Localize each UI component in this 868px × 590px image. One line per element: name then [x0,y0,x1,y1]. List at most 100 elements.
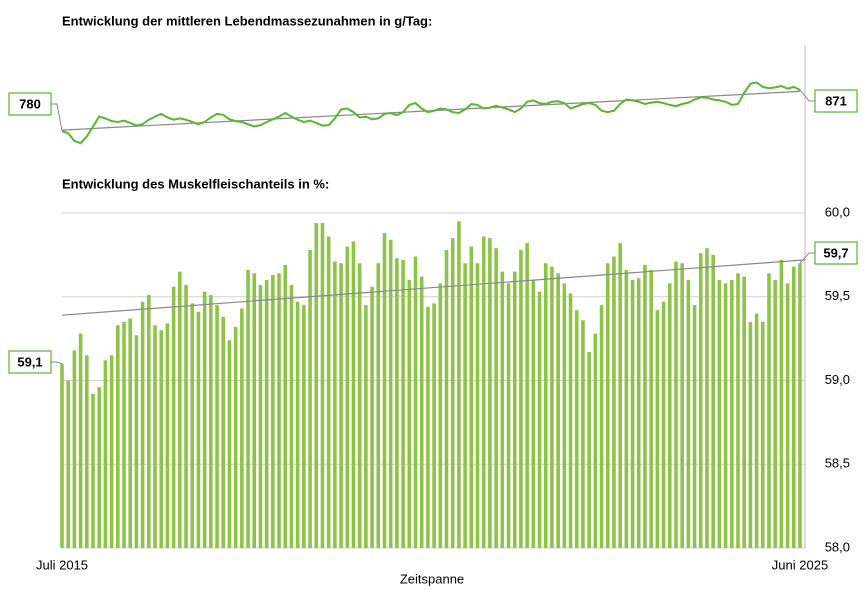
bar [165,323,170,548]
bar [85,355,89,548]
y-tick-label: 60,0 [825,204,850,219]
bar [258,285,263,548]
bar [388,239,393,549]
bar [209,295,213,548]
bar [636,278,641,548]
bar [364,305,368,548]
bar [339,263,343,548]
bar [66,380,71,548]
bar [314,223,319,549]
bar [171,286,176,548]
bar [252,273,257,548]
bar [97,387,102,548]
bar [568,293,573,548]
bar [791,266,796,548]
bar [140,301,145,548]
bar [109,355,114,548]
bar [370,286,374,548]
bar [519,249,523,548]
bar [649,269,653,548]
bar [159,330,164,548]
y-tick-label: 58,0 [825,539,850,554]
bar [512,271,517,548]
chart-title: Entwicklung der mittleren Lebendmassezun… [62,13,432,28]
bar [438,283,443,548]
bar [556,273,560,548]
bar [711,254,715,548]
bar [736,273,740,548]
bar [333,261,337,548]
x-axis-label: Zeitspanne [400,571,464,586]
data-label: 780 [19,96,41,111]
bar [525,243,529,548]
bar [382,233,387,548]
bar [184,285,188,548]
bar [320,223,325,549]
callout-connector [799,89,815,102]
bar [680,263,684,548]
bar [543,263,548,548]
callout-connector [51,103,63,132]
bar [506,283,511,548]
bar [754,313,759,548]
bar [562,283,567,548]
bar [698,253,703,548]
callout-connector [799,252,815,264]
y-tick-label: 58,5 [825,456,850,471]
bar [351,241,356,548]
x-tick-label: Juli 2015 [36,557,88,572]
bar [233,326,238,548]
bar [488,238,492,548]
bar [401,259,405,548]
bar [760,321,765,548]
bar [134,335,139,548]
bar [643,264,647,548]
bar [147,295,151,548]
bar [308,249,312,548]
bar [395,258,399,548]
bar [550,266,554,548]
bar [221,316,226,548]
bar [705,248,709,549]
bar [612,256,616,548]
bar [128,318,133,548]
bar [798,263,802,548]
bar [426,306,430,548]
bar [686,280,691,548]
bar [302,305,306,548]
bar [326,236,331,548]
trend-line [61,259,806,316]
bar [178,271,182,548]
bar [723,283,728,548]
bar [190,303,195,548]
bar [618,243,622,548]
bar [587,352,591,548]
bar [717,280,722,548]
bar [264,280,269,548]
bar [605,263,610,548]
bar [419,276,424,548]
bar [202,291,207,548]
bar [624,269,629,548]
bar [667,283,672,548]
chart-title: Entwicklung des Muskelfleischanteils in … [62,176,329,191]
bar [277,273,281,548]
bar [72,350,77,548]
bar [246,269,250,548]
data-label: 59,7 [823,245,848,260]
y-tick-label: 59,0 [825,372,850,387]
data-line [61,81,801,145]
bar [450,238,455,548]
bar [227,340,232,548]
bar [748,321,753,548]
bar [494,248,498,549]
bar [103,360,108,548]
bar [153,325,157,548]
bar [537,291,542,548]
bar [444,249,449,548]
bar [475,263,480,548]
bar [655,310,660,548]
bar [357,263,362,548]
bar [692,305,697,548]
